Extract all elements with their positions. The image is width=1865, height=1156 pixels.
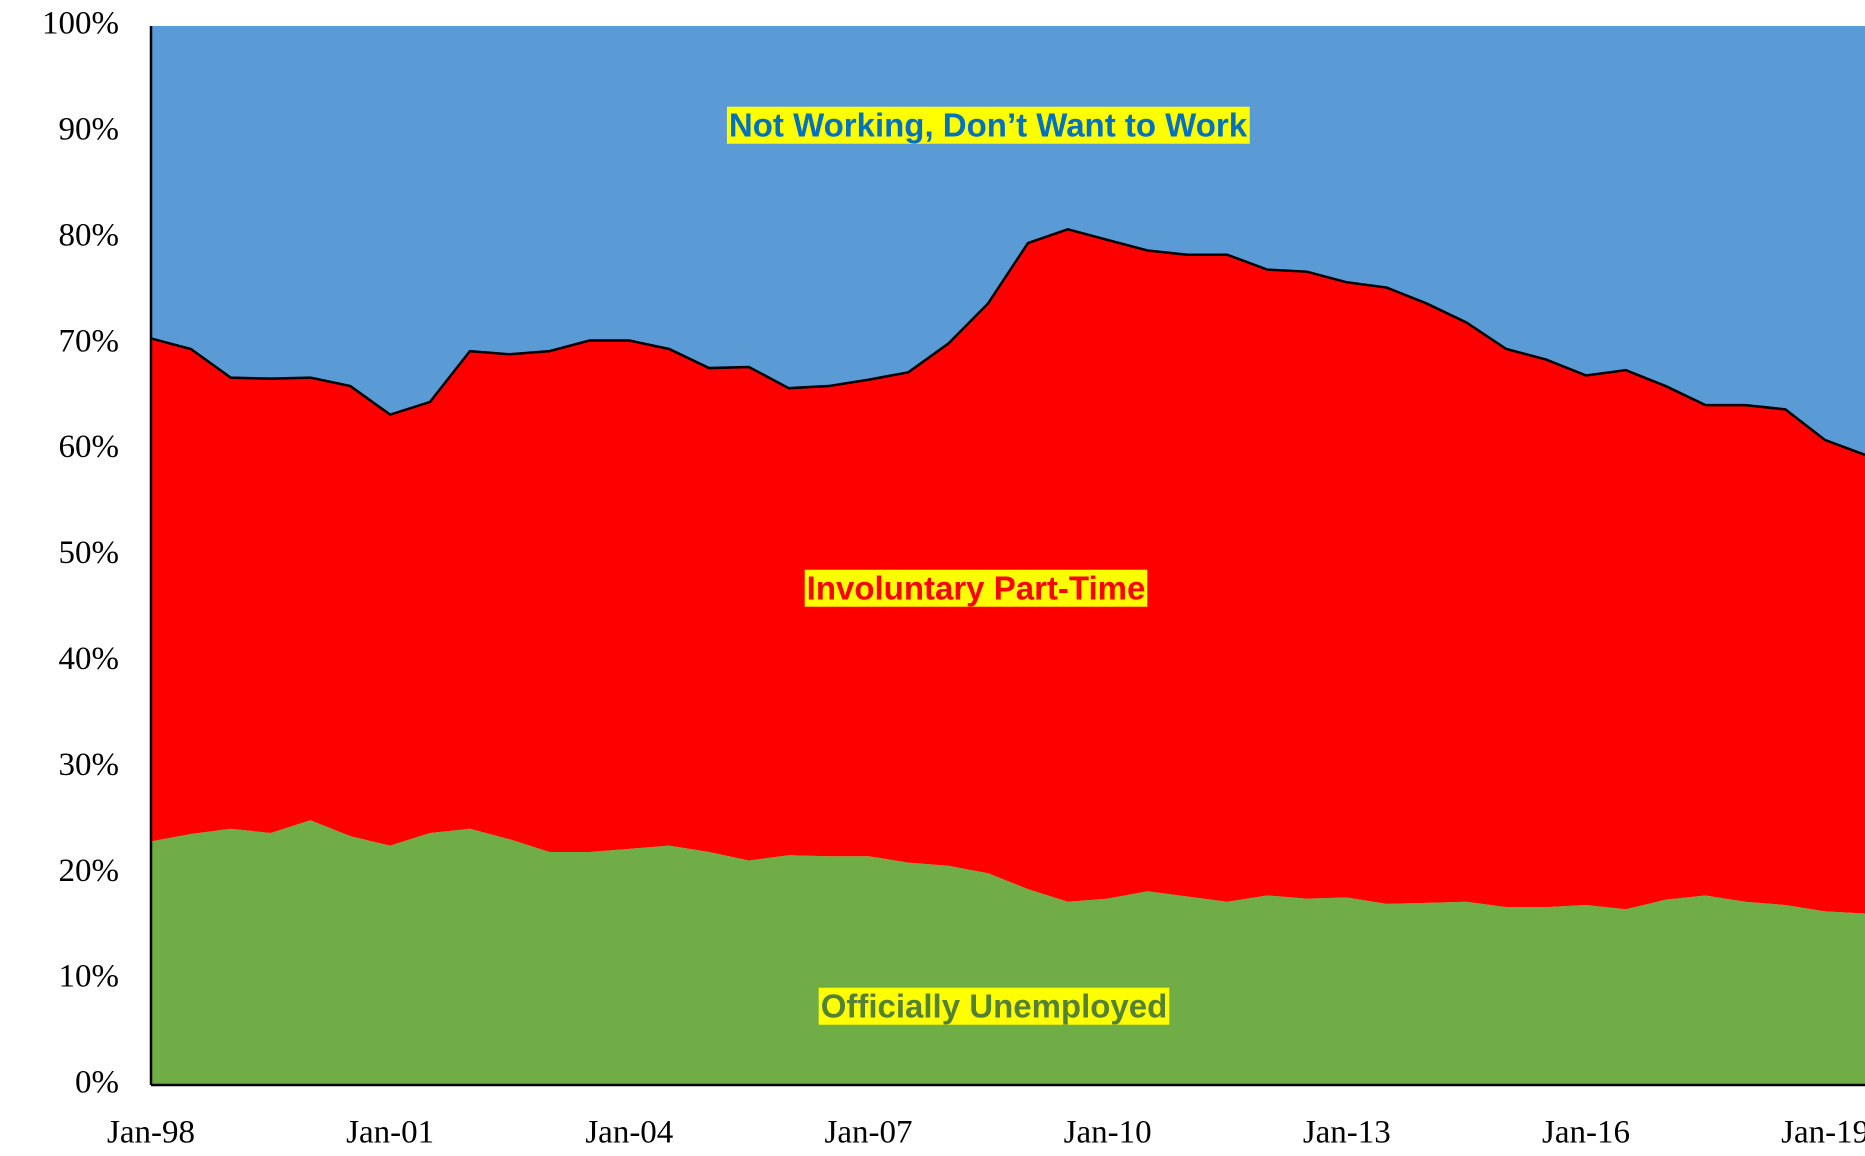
- x-tick-label: Jan-04: [585, 1115, 673, 1151]
- x-tick-label: Jan-13: [1303, 1115, 1391, 1151]
- series-label-text: Not Working, Don’t Want to Work: [729, 107, 1248, 144]
- label-background: [804, 569, 1148, 607]
- series-label: Not Working, Don’t Want to Work: [726, 106, 1250, 144]
- y-tick-label: 90%: [59, 111, 120, 147]
- area-edge: [150, 228, 1865, 457]
- y-tick-label: 70%: [59, 323, 120, 359]
- y-tick-label: 60%: [59, 429, 120, 465]
- y-tick-label: 40%: [59, 641, 120, 677]
- y-tick-label: 10%: [59, 959, 120, 995]
- x-tick-label: Jan-01: [346, 1115, 434, 1151]
- area: [151, 820, 1865, 1085]
- label-background: [726, 106, 1250, 144]
- series-label-text: Involuntary Part-Time: [807, 570, 1146, 607]
- x-tick-label: Jan-10: [1064, 1115, 1152, 1151]
- x-tick-label: Jan-16: [1542, 1115, 1630, 1151]
- y-tick-label: 80%: [59, 217, 120, 253]
- x-tick-label: Jan-19: [1781, 1115, 1865, 1151]
- x-tick-label: Jan-07: [824, 1115, 912, 1151]
- x-tick-label: Jan-98: [107, 1115, 195, 1151]
- y-tick-label: 50%: [59, 535, 120, 571]
- y-tick-label: 30%: [59, 747, 120, 783]
- label-background: [818, 987, 1170, 1025]
- y-tick-label: 0%: [75, 1065, 119, 1101]
- area: [151, 26, 1865, 455]
- series-label: Involuntary Part-Time: [804, 569, 1148, 607]
- y-tick-label: 20%: [59, 853, 120, 889]
- series-label: Officially Unemployed: [818, 987, 1170, 1025]
- y-tick-label: 100%: [42, 6, 119, 42]
- series-label-text: Officially Unemployed: [821, 988, 1168, 1025]
